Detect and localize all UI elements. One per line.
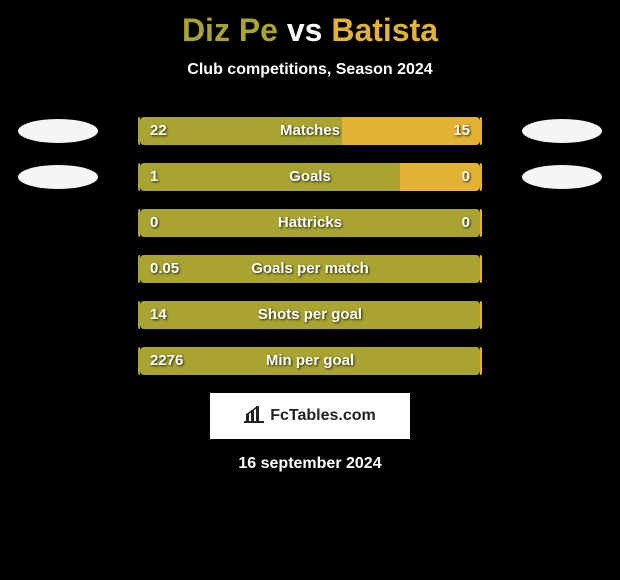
player2-avatar <box>522 165 602 189</box>
comparison-title: Diz Pe vs Batista <box>0 0 620 49</box>
stats-container: 2215Matches 10Goals 00Hattricks 0.05Goals p… <box>0 117 620 375</box>
stat-label: Min per goal <box>140 347 480 375</box>
subtitle: Club competitions, Season 2024 <box>0 61 620 79</box>
bar-cap-right <box>480 209 482 237</box>
stat-row: 2215Matches <box>0 117 620 145</box>
stat-label: Goals per match <box>140 255 480 283</box>
bar-cap-right <box>480 117 482 145</box>
bar-cap-right <box>480 255 482 283</box>
bar-cap-right <box>480 347 482 375</box>
stat-label: Shots per goal <box>140 301 480 329</box>
bar-cap-right <box>480 301 482 329</box>
title-vs: vs <box>287 12 323 48</box>
stat-row: 00Hattricks <box>0 209 620 237</box>
stat-row: 10Goals <box>0 163 620 191</box>
player1-avatar <box>18 119 98 143</box>
chart-icon <box>244 405 264 428</box>
footer-date: 16 september 2024 <box>0 455 620 473</box>
stat-row: 14Shots per goal <box>0 301 620 329</box>
player2-avatar <box>522 119 602 143</box>
footer-badge: FcTables.com <box>210 393 410 439</box>
stat-row: 2276Min per goal <box>0 347 620 375</box>
bar-cap-right <box>480 163 482 191</box>
stat-label: Goals <box>140 163 480 191</box>
footer-site: FcTables.com <box>270 407 376 425</box>
player2-name: Batista <box>331 12 438 48</box>
stat-label: Hattricks <box>140 209 480 237</box>
stat-label: Matches <box>140 117 480 145</box>
stat-row: 0.05Goals per match <box>0 255 620 283</box>
player1-avatar <box>18 165 98 189</box>
player1-name: Diz Pe <box>182 12 278 48</box>
